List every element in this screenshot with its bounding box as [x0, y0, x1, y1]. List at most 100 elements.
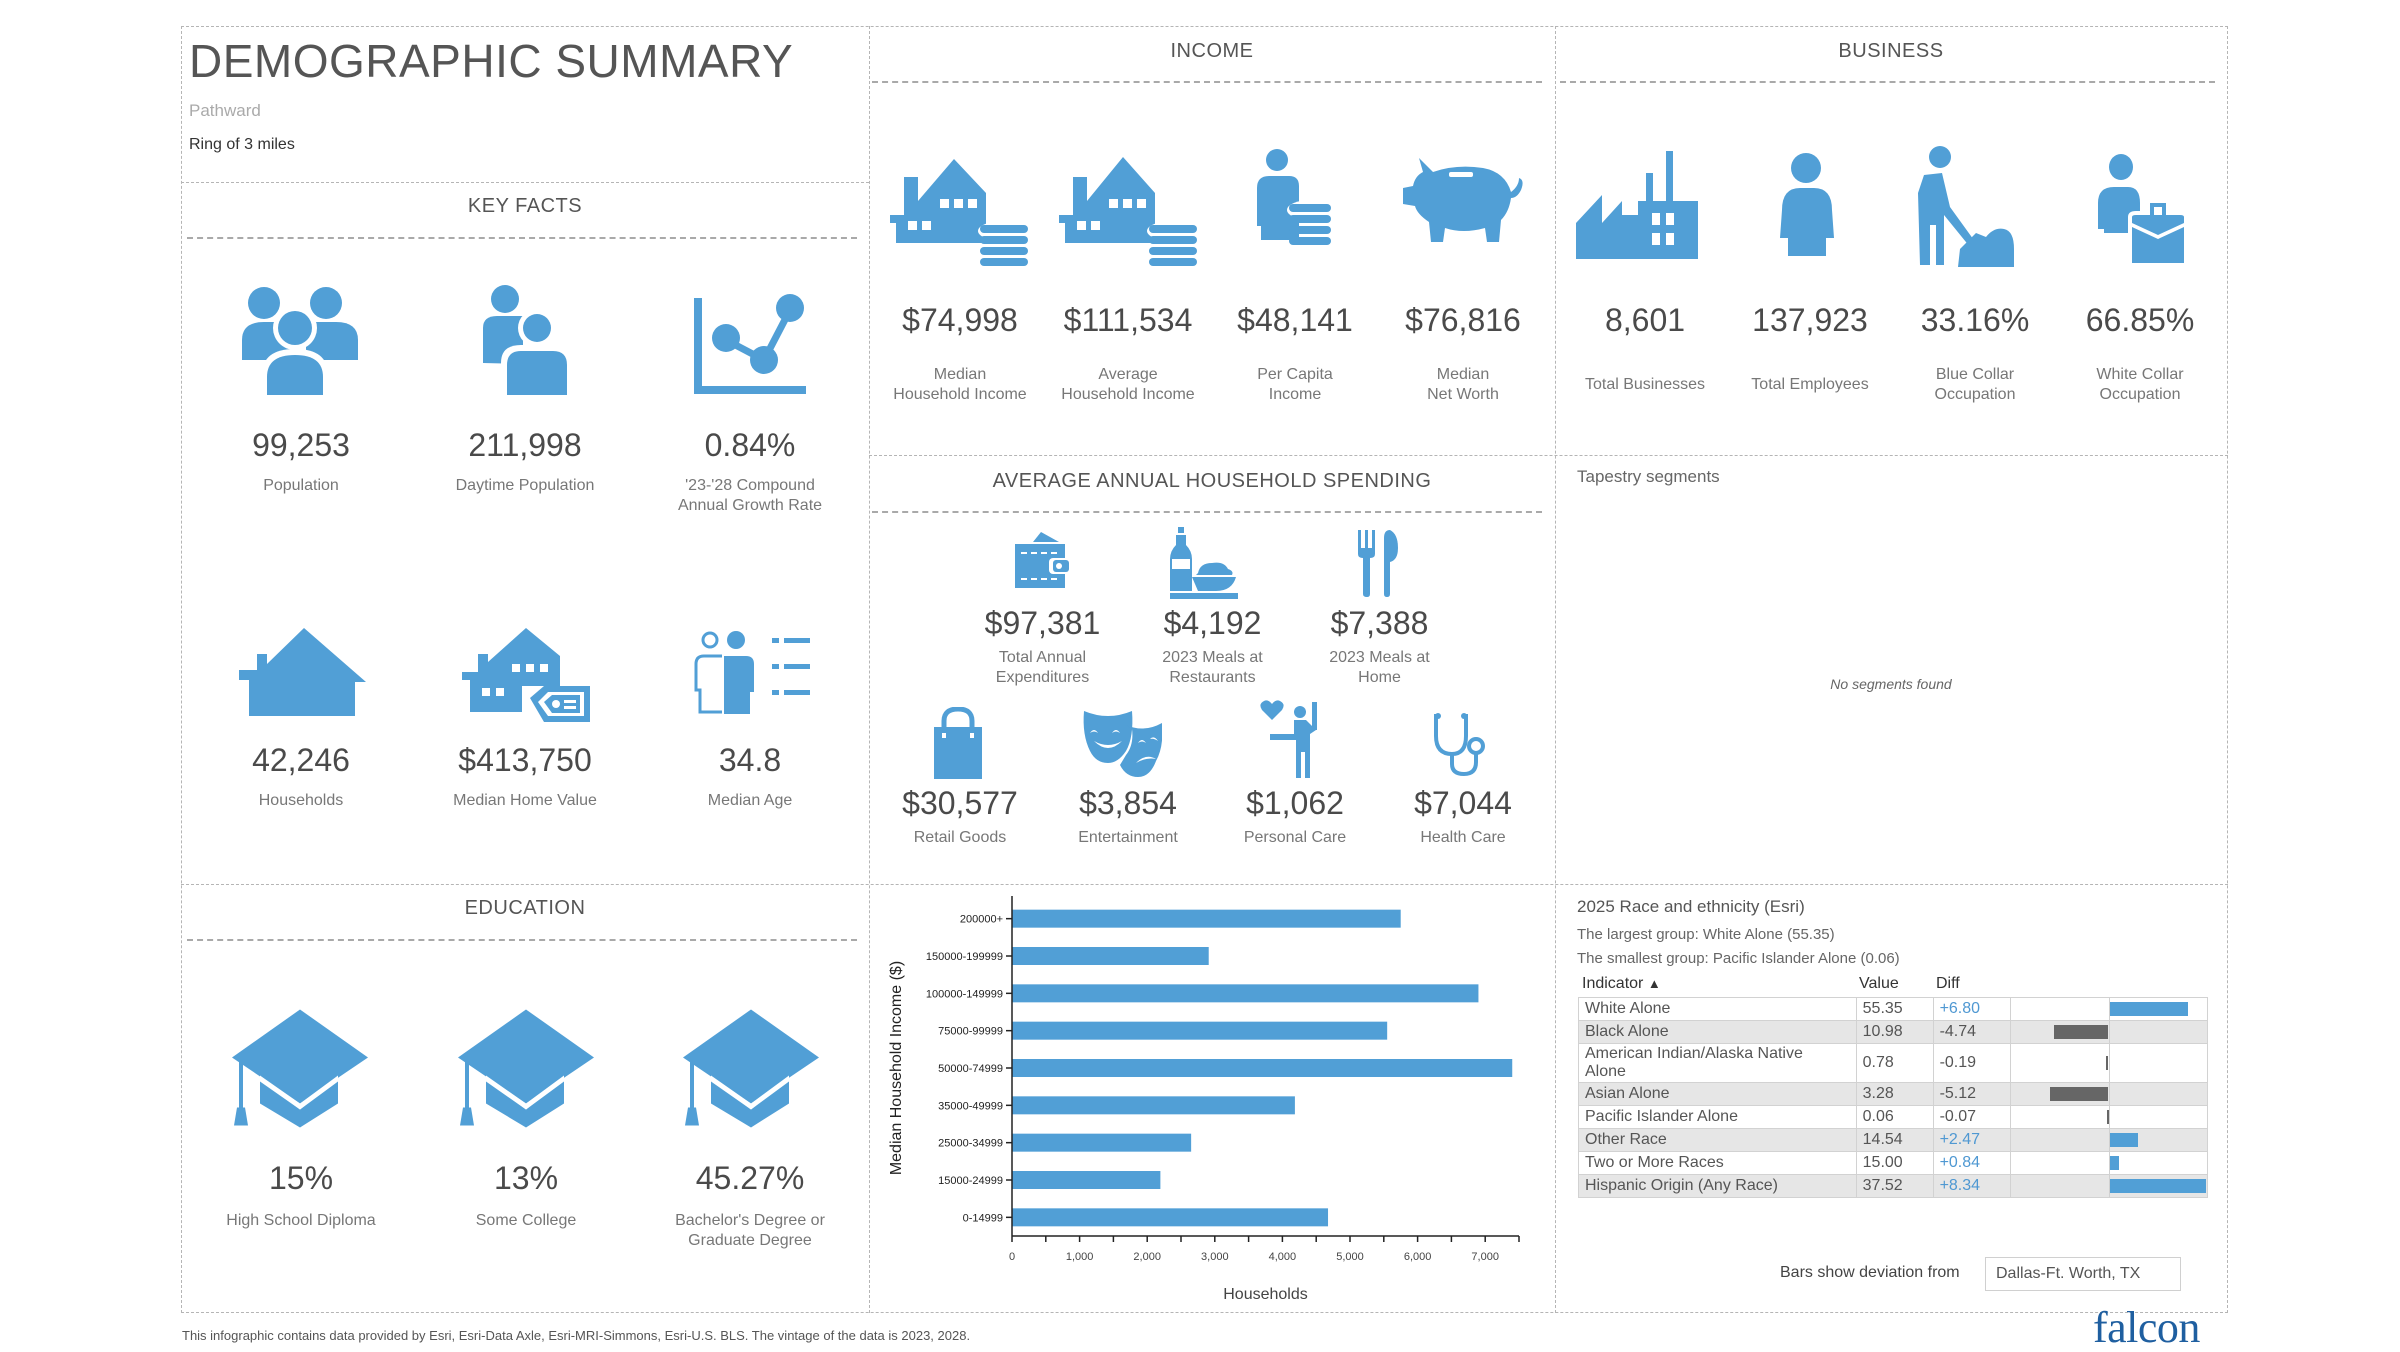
income-bar	[1012, 1059, 1513, 1077]
person-coins-icon	[1255, 148, 1335, 248]
high-school-value: 15%	[268, 1160, 334, 1196]
deviation-axis	[2108, 1106, 2110, 1128]
falcon-logo: falcon	[2093, 1303, 2200, 1352]
education-underline	[187, 939, 857, 941]
household-income-bar-chart: 200000+ 150000-199999 100000-149999 75000-9…	[888, 896, 1520, 1303]
house-icon	[237, 624, 367, 716]
retail-goods-label: Retail Goods	[913, 829, 1007, 846]
median-household-income-label: Median Household Income	[893, 366, 1027, 403]
median-age-icon	[692, 628, 812, 716]
income-bar	[1012, 1096, 1295, 1115]
some-college-value: 13%	[493, 1160, 559, 1196]
income-median-household: $74,998 Median Household Income	[875, 302, 1045, 405]
positive-deviation-bar	[2109, 1156, 2120, 1170]
theater-masks-icon	[1082, 707, 1162, 779]
deviation-axis	[2108, 1021, 2110, 1043]
key-fact-daytime-population: 211,998 Daytime Population	[425, 427, 625, 496]
race-table-row: Other Race 14.54 +2.47	[1578, 1128, 2208, 1152]
population-label: Population	[263, 477, 339, 494]
y-tick-label: 50000-74999	[938, 1063, 1003, 1075]
race-table-row: American Indian/Alaska Native Alone 0.78-…	[1578, 1043, 2208, 1083]
value-column-header[interactable]: Value	[1859, 975, 1899, 992]
race-diff-cell: -5.12	[1932, 1082, 2011, 1106]
race-indicator-cell: Black Alone	[1578, 1020, 1857, 1044]
race-value-cell: 10.98	[1855, 1020, 1934, 1044]
total-businesses-value: 8,601	[1604, 302, 1686, 338]
white-collar-value: 66.85%	[2085, 302, 2195, 338]
y-tick-label: 35000-49999	[938, 1100, 1003, 1112]
race-indicator-cell: White Alone	[1578, 997, 1857, 1021]
race-value-cell: 0.06	[1855, 1105, 1934, 1129]
key-fact-home-value: $413,750 Median Home Value	[425, 742, 625, 811]
race-deviation-bar-cell	[2009, 1151, 2208, 1175]
business-blue-collar: 33.16% Blue Collar Occupation	[1890, 302, 2060, 405]
employee-icon	[1778, 152, 1838, 257]
per-capita-income-value: $48,141	[1237, 302, 1353, 338]
total-expenditures-value: $97,381	[984, 605, 1101, 641]
shopping-bag-icon	[932, 707, 984, 779]
income-title: INCOME	[1170, 40, 1254, 62]
factory-icon	[1574, 149, 1699, 259]
race-value-cell: 37.52	[1855, 1174, 1934, 1198]
population-value: 99,253	[252, 427, 350, 463]
spending-retail-goods: $30,577 Retail Goods	[880, 785, 1040, 848]
average-household-income-label: Average Household Income	[1061, 366, 1195, 403]
key-facts-underline	[187, 237, 857, 239]
race-table-row: Black Alone 10.98 -4.74	[1578, 1020, 2208, 1044]
column-divider-2	[1555, 26, 1556, 1313]
blue-collar-worker-icon	[1914, 145, 2024, 267]
infographic-frame	[181, 26, 2228, 1313]
sort-ascending-icon: ▲	[1647, 976, 1661, 991]
x-tick-label: 3,000	[1201, 1251, 1229, 1263]
white-collar-briefcase-icon	[2094, 153, 2189, 265]
race-diff-cell: +0.84	[1932, 1151, 2011, 1175]
x-tick-label: 2,000	[1133, 1251, 1161, 1263]
race-table-row: White Alone 55.35 +6.80	[1578, 997, 2208, 1021]
diff-column-header[interactable]: Diff	[1936, 975, 1960, 992]
median-age-value: 34.8	[718, 742, 782, 778]
y-tick-label: 200000+	[960, 914, 1003, 926]
health-care-label: Health Care	[1420, 829, 1506, 846]
median-household-income-value: $74,998	[902, 302, 1018, 338]
income-bar	[1012, 1133, 1192, 1152]
business-total-businesses: 8,601 Total Businesses	[1560, 302, 1730, 395]
income-bar	[1012, 947, 1209, 965]
education-high-school: 15% High School Diploma	[201, 1160, 401, 1231]
business-total-employees: 137,923 Total Employees	[1725, 302, 1895, 395]
column-divider-1	[869, 26, 870, 1313]
race-diff-cell: -4.74	[1932, 1020, 2011, 1044]
fork-knife-icon	[1356, 528, 1400, 598]
entertainment-label: Entertainment	[1078, 829, 1178, 846]
race-diff-cell: -0.07	[1932, 1105, 2011, 1129]
personal-care-value: $1,062	[1246, 785, 1344, 821]
retail-goods-value: $30,577	[902, 785, 1018, 821]
income-underline	[872, 81, 1542, 83]
key-fact-population: 99,253 Population	[211, 427, 391, 496]
race-table-row: Hispanic Origin (Any Race) 37.52 +8.34	[1578, 1174, 2208, 1198]
spending-meals-home: $7,388 2023 Meals at Home	[1302, 605, 1457, 688]
y-tick-label: 15000-24999	[938, 1175, 1003, 1187]
personal-care-label: Personal Care	[1243, 829, 1347, 846]
deviation-region-field[interactable]: Dallas-Ft. Worth, TX	[1985, 1257, 2181, 1291]
x-tick-label: 4,000	[1269, 1251, 1297, 1263]
income-average-household: $111,534 Average Household Income	[1043, 302, 1213, 405]
y-tick-label: 150000-199999	[926, 951, 1003, 963]
race-indicator-cell: Asian Alone	[1578, 1082, 1857, 1106]
y-tick-label: 75000-99999	[938, 1026, 1003, 1038]
race-deviation-bar-cell	[2009, 1174, 2208, 1198]
race-table: White Alone 55.35 +6.80 Black Alone 10.98 -4.…	[1578, 997, 2208, 1198]
indicator-column-header[interactable]: Indicator ▲	[1582, 975, 1661, 993]
area-description: Ring of 3 miles	[189, 136, 295, 153]
race-indicator-cell: Hispanic Origin (Any Race)	[1578, 1174, 1857, 1198]
spending-meals-restaurants: $4,192 2023 Meals at Restaurants	[1135, 605, 1290, 688]
total-expenditures-label: Total Annual Expenditures	[995, 649, 1090, 686]
race-title: 2025 Race and ethnicity (Esri)	[1577, 897, 1805, 916]
bachelors-label: Bachelor's Degree or Graduate Degree	[675, 1212, 825, 1249]
key-facts-title: KEY FACTS	[467, 195, 583, 217]
income-bar	[1012, 1171, 1161, 1189]
home-value-icon	[460, 624, 595, 724]
growth-rate-value: 0.84%	[704, 427, 796, 463]
stethoscope-icon	[1432, 712, 1487, 778]
high-school-label: High School Diploma	[226, 1212, 376, 1229]
race-table-row: Pacific Islander Alone 0.06 -0.07	[1578, 1105, 2208, 1129]
